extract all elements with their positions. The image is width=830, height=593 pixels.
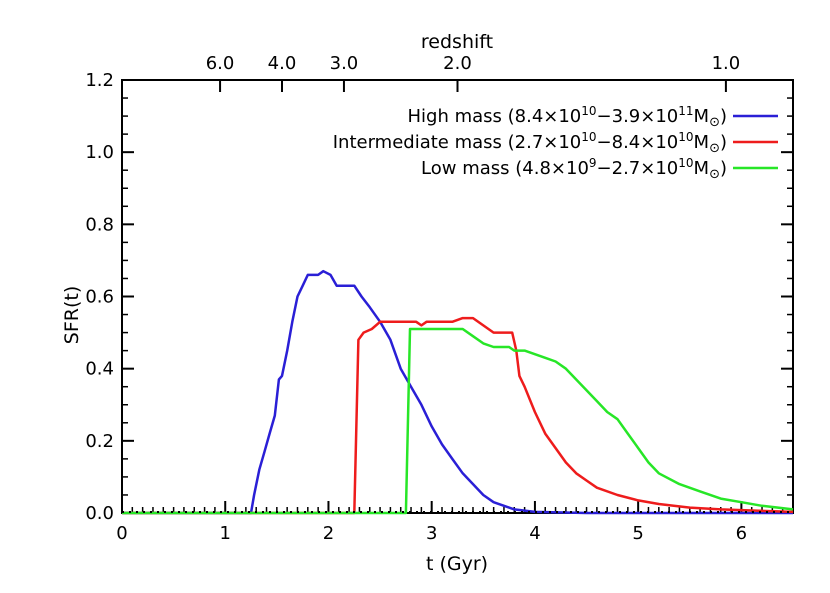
top-tick-label: 1.0 bbox=[712, 53, 741, 74]
x-tick-label: 3 bbox=[426, 523, 437, 544]
legend-label-3: Low mass (4.8×109−2.7×1010M⊙) bbox=[421, 156, 727, 182]
y-axis-label: SFR(t) bbox=[61, 286, 83, 344]
series-line-3 bbox=[122, 327, 794, 515]
legend-label-2: Intermediate mass (2.7×1010−8.4×1010M⊙) bbox=[333, 130, 727, 156]
x-tick-label: 1 bbox=[220, 523, 231, 544]
x-tick-label: 5 bbox=[632, 523, 643, 544]
x-tick-label: 2 bbox=[323, 523, 334, 544]
top-axis-label: redshift bbox=[421, 31, 493, 53]
series-line-1 bbox=[122, 269, 793, 515]
legend-label-1: High mass (8.4×1010−3.9×1011M⊙) bbox=[407, 104, 727, 130]
top-tick-label: 2.0 bbox=[443, 53, 472, 74]
y-tick-label: 0.2 bbox=[85, 431, 114, 452]
y-tick-label: 0.6 bbox=[85, 287, 114, 308]
top-tick-label: 6.0 bbox=[206, 53, 235, 74]
y-tick-label: 1.2 bbox=[85, 70, 114, 91]
top-tick-label: 4.0 bbox=[268, 53, 297, 74]
y-tick-label: 0.8 bbox=[85, 214, 114, 235]
x-axis-label: t (Gyr) bbox=[426, 553, 488, 575]
x-tick-label: 6 bbox=[736, 523, 747, 544]
top-axis-ticks: 6.0 4.0 3.0 2.0 1.0 bbox=[206, 53, 740, 92]
series-line-2 bbox=[122, 316, 794, 515]
x-tick-label: 4 bbox=[529, 523, 540, 544]
y-tick-label: 1.0 bbox=[85, 142, 114, 163]
series-lines bbox=[122, 269, 794, 515]
top-tick-label: 3.0 bbox=[330, 53, 359, 74]
y-tick-label: 0.0 bbox=[85, 503, 114, 524]
legend: High mass (8.4×1010−3.9×1011M⊙)Intermedi… bbox=[333, 104, 778, 182]
y-tick-label: 0.4 bbox=[85, 359, 114, 380]
x-tick-label: 0 bbox=[116, 523, 127, 544]
